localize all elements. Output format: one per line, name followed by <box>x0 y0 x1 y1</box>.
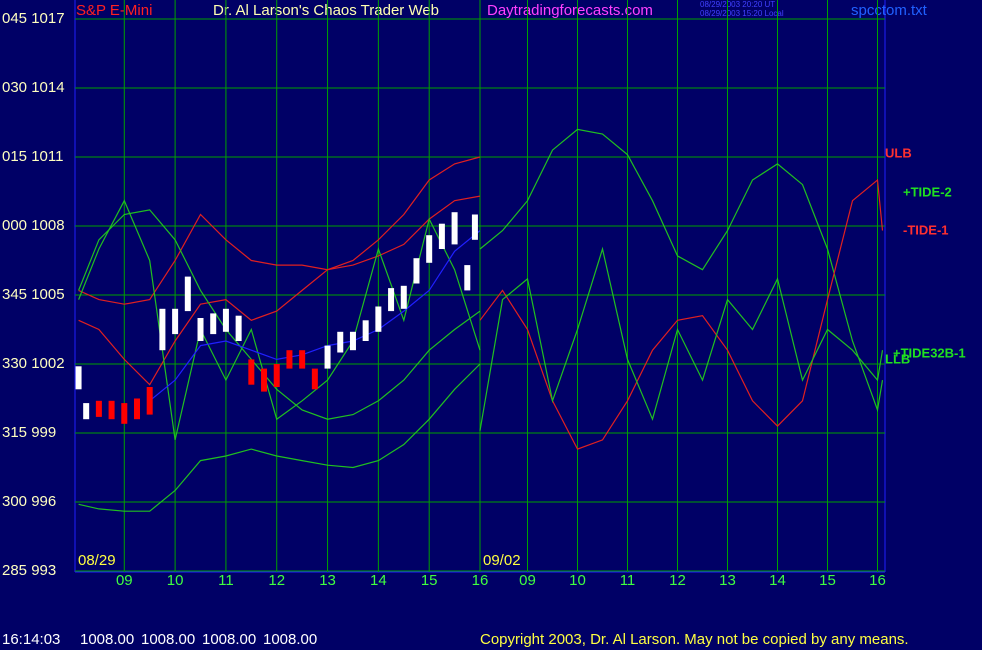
price-bar <box>172 308 179 335</box>
price-bar <box>299 350 306 369</box>
footer-quote: 1008.00 <box>202 631 256 648</box>
price-bar <box>388 288 395 312</box>
price-bar <box>426 235 433 263</box>
price-bar <box>210 313 217 335</box>
price-bar <box>375 306 382 332</box>
price-bar <box>349 331 356 351</box>
series-line <box>149 230 481 402</box>
price-bar <box>121 403 128 424</box>
price-bar <box>261 368 268 392</box>
price-bar <box>273 364 280 387</box>
footer-quote: 1008.00 <box>80 631 134 648</box>
price-bar <box>362 320 369 341</box>
x-tick-label: 16 <box>869 572 886 589</box>
x-tick-label: 13 <box>719 572 736 589</box>
site: Daytradingforecasts.com <box>487 2 653 19</box>
x-tick-label: 15 <box>421 572 438 589</box>
y-tick-label: 030 1014 <box>2 79 65 96</box>
x-tick-label: 16 <box>472 572 489 589</box>
date-label: 09/02 <box>483 552 521 569</box>
series-line <box>78 156 481 305</box>
series-label: ULB <box>885 145 912 160</box>
price-bar <box>159 308 166 351</box>
price-bar <box>337 331 344 353</box>
price-bar <box>75 366 82 390</box>
price-bar <box>286 350 293 369</box>
price-bar <box>324 345 331 369</box>
y-tick-label: 300 996 <box>2 493 56 510</box>
price-bar <box>83 403 90 420</box>
x-tick-label: 09 <box>116 572 133 589</box>
price-bar <box>133 398 140 420</box>
price-bar <box>400 285 407 309</box>
price-bar <box>184 276 191 312</box>
footer-time: 16:14:03 <box>2 631 60 648</box>
price-bar <box>95 400 102 417</box>
x-tick-label: 12 <box>669 572 686 589</box>
title: Dr. Al Larson's Chaos Trader Web <box>213 2 439 19</box>
timestamp: 08/29/2003 15:20 Local <box>700 9 784 18</box>
y-tick-label: 285 993 <box>2 562 56 579</box>
series-line <box>479 128 884 413</box>
series-label: +TIDE32B-1 <box>893 345 966 360</box>
series-label: +TIDE-2 <box>903 184 952 199</box>
x-tick-label: 12 <box>268 572 285 589</box>
price-bar <box>311 368 318 390</box>
x-tick-label: 10 <box>569 572 586 589</box>
symbol: S&P E-Mini <box>76 2 152 19</box>
x-tick-label: 09 <box>519 572 536 589</box>
price-bar <box>146 387 153 415</box>
price-bar <box>413 258 420 284</box>
price-bar <box>464 265 471 291</box>
file-name: spcctom.txt <box>851 2 928 19</box>
y-tick-label: 000 1008 <box>2 217 65 234</box>
y-tick-label: 330 1002 <box>2 355 65 372</box>
series-line <box>479 246 884 431</box>
price-bar <box>438 223 445 249</box>
x-tick-label: 13 <box>319 572 336 589</box>
x-tick-label: 11 <box>218 572 234 589</box>
x-tick-label: 14 <box>370 572 387 589</box>
series-line <box>78 195 481 386</box>
copyright: Copyright 2003, Dr. Al Larson. May not b… <box>480 631 909 648</box>
date-label: 08/29 <box>78 552 116 569</box>
price-bar <box>108 400 115 420</box>
series-label: -TIDE-1 <box>903 222 949 237</box>
series-line <box>78 199 481 441</box>
y-tick-label: 045 1017 <box>2 10 65 27</box>
series-label: LLB <box>885 351 910 366</box>
series-line <box>78 209 481 420</box>
price-bar <box>451 212 458 245</box>
footer-quote: 1008.00 <box>263 631 317 648</box>
price-bar <box>222 308 229 332</box>
price-bar <box>248 359 255 385</box>
x-tick-label: 11 <box>620 572 636 589</box>
x-tick-label: 15 <box>819 572 836 589</box>
series-line <box>78 363 481 512</box>
price-bar <box>471 214 478 240</box>
footer-quote: 1008.00 <box>141 631 195 648</box>
price-bar <box>197 318 204 341</box>
series-line <box>479 178 884 450</box>
price-bar <box>235 315 242 341</box>
timestamp: 08/29/2003 20:20 UT <box>700 0 775 9</box>
y-tick-label: 315 999 <box>2 424 56 441</box>
y-tick-label: 015 1011 <box>2 148 63 165</box>
x-tick-label: 14 <box>769 572 786 589</box>
x-tick-label: 10 <box>167 572 184 589</box>
y-tick-label: 345 1005 <box>2 286 65 303</box>
